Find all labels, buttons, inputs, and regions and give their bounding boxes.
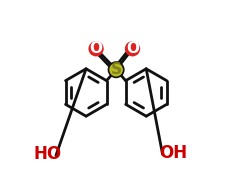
Circle shape bbox=[125, 41, 140, 56]
Text: HO: HO bbox=[34, 145, 62, 163]
Text: O: O bbox=[90, 41, 103, 56]
Circle shape bbox=[109, 62, 124, 77]
Text: OH: OH bbox=[159, 144, 188, 162]
Text: S: S bbox=[111, 62, 122, 77]
Circle shape bbox=[88, 41, 104, 56]
Text: O: O bbox=[126, 41, 139, 56]
